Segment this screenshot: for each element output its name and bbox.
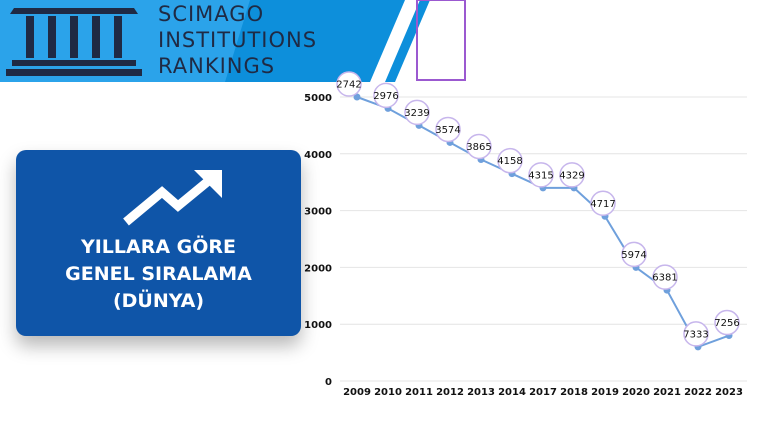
y-tick-label: 3000 (304, 207, 332, 218)
data-label-bubble (652, 264, 678, 290)
ranking-series-line (356, 96, 730, 349)
data-label-bubble (336, 71, 362, 97)
data-label: 4329 (559, 170, 584, 181)
card-title-line: GENEL SIRALAMA (65, 263, 252, 285)
data-label-bubble (559, 162, 585, 188)
x-tick-label: 2013 (467, 387, 495, 398)
data-label-bubble (404, 99, 430, 126)
data-label-bubble (466, 133, 492, 160)
y-tick-label: 2000 (304, 263, 332, 274)
x-tick-label: 2020 (622, 387, 650, 398)
data-label: 3865 (466, 142, 491, 153)
header-white-stripe (370, 0, 420, 82)
x-tick-label: 2009 (343, 387, 371, 398)
data-label-bubble (373, 82, 399, 109)
trend-up-arrow-icon (123, 170, 222, 226)
y-tick-label: 4000 (304, 150, 332, 161)
x-tick-label: 2012 (436, 387, 464, 398)
logo-text-line: SCIMAGO (158, 2, 265, 26)
data-label: 3574 (435, 125, 460, 136)
x-tick-label: 2017 (529, 387, 557, 398)
logo-text-line: INSTITUTIONS (158, 28, 318, 52)
data-label: 2742 (336, 80, 361, 91)
scimago-header: SCIMAGO INSTITUTIONS RANKINGS (0, 0, 780, 82)
card-title-line: (DÜNYA) (112, 290, 205, 312)
data-label-bubble (621, 241, 647, 268)
data-label: 4158 (497, 156, 522, 167)
x-tick-label: 2022 (684, 387, 712, 398)
data-point (353, 93, 361, 101)
y-tick-label: 0 (325, 377, 332, 388)
data-label-bubble (683, 321, 709, 347)
data-label: 4717 (590, 199, 615, 210)
ranking-title-card: YILLARA GÖRE GENEL SIRALAMA (DÜNYA) (16, 150, 301, 336)
x-tick-label: 2011 (405, 387, 433, 398)
logo-text-line: RANKINGS (158, 54, 276, 78)
x-tick-label: 2014 (498, 387, 526, 398)
data-label: 6381 (652, 273, 677, 284)
data-label: 3239 (404, 108, 429, 119)
data-label-bubble (497, 147, 523, 174)
data-label-bubble (435, 116, 461, 143)
y-tick-label: 1000 (304, 320, 332, 331)
institution-building-icon (6, 8, 142, 76)
card-title-line: YILLARA GÖRE (80, 236, 237, 258)
data-label: 5974 (621, 250, 646, 261)
header-white-stripe (407, 0, 458, 82)
x-tick-label: 2018 (560, 387, 588, 398)
data-label-bubble (528, 162, 554, 188)
data-label: 7333 (683, 329, 708, 340)
y-tick-label: 5000 (304, 93, 332, 104)
data-label: 2976 (373, 91, 398, 102)
header-graphic (0, 0, 780, 82)
x-tick-label: 2023 (715, 387, 743, 398)
data-label: 4315 (528, 170, 553, 181)
x-tick-label: 2021 (653, 387, 681, 398)
data-label: 7256 (714, 318, 739, 329)
x-tick-label: 2010 (374, 387, 402, 398)
data-label-bubble (590, 190, 616, 217)
x-tick-label: 2019 (591, 387, 619, 398)
data-label-bubble (714, 309, 740, 336)
header-accent-frame (416, 0, 466, 81)
